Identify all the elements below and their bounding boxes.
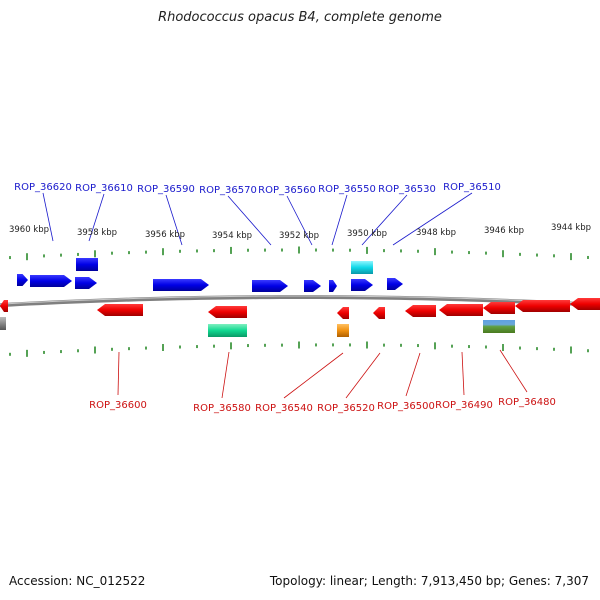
scale-label: 3950 kbp — [347, 229, 387, 239]
forward-gene — [75, 277, 97, 289]
reverse-leader-line — [499, 349, 528, 393]
forward-gene-label: ROP_36550 — [318, 184, 376, 195]
reverse-leader-line — [405, 352, 421, 397]
scale-label: 3946 kbp — [484, 226, 524, 236]
forward-gene — [252, 280, 288, 292]
scale-label: 3944 kbp — [551, 223, 591, 233]
reverse-gene — [405, 305, 436, 317]
scale-ticks-bottom — [9, 341, 589, 357]
reverse-leader-line — [345, 352, 381, 399]
striped-feature — [483, 320, 515, 333]
forward-gene-label: ROP_36570 — [199, 185, 257, 196]
forward-leader-line — [165, 194, 183, 246]
reverse-leader-line — [283, 352, 344, 399]
forward-gene-label: ROP_36620 — [14, 182, 72, 193]
forward-gene — [304, 280, 321, 292]
forward-gene-label: ROP_36610 — [75, 183, 133, 194]
backbone-line — [0, 294, 600, 308]
forward-leader-line — [361, 194, 408, 246]
forward-leader-line — [88, 193, 105, 242]
forward-gene — [153, 279, 209, 291]
cyan-feature — [351, 261, 373, 274]
forward-gene — [17, 274, 28, 286]
orange-feature — [337, 324, 349, 337]
reverse-leader-line — [117, 351, 120, 396]
genome-title: Rhodococcus opacus B4, complete genome — [158, 10, 442, 25]
accession-text: Accession: NC_012522 — [9, 574, 146, 588]
forward-gene — [76, 258, 98, 271]
forward-gene — [329, 280, 337, 292]
reverse-gene-label: ROP_36580 — [193, 403, 251, 414]
reverse-gene — [97, 304, 143, 316]
gene-labels: ROP_36620 ROP_36610 ROP_36590 ROP_36570 ROP_… — [14, 182, 556, 414]
forward-gene-label: ROP_36530 — [378, 184, 436, 195]
scale-label: 3952 kbp — [279, 231, 319, 241]
backbone-highlight — [0, 295, 600, 305]
reverse-gene-label: ROP_36500 — [377, 401, 435, 412]
forward-gene-label: ROP_36590 — [137, 184, 195, 195]
chromosome-backbone — [0, 294, 600, 308]
forward-gene — [30, 275, 72, 287]
scale-label: 3954 kbp — [212, 231, 252, 241]
forward-gene — [387, 278, 403, 290]
reverse-gene-label: ROP_36480 — [498, 397, 556, 408]
gene-features — [0, 258, 600, 337]
reverse-gene-label: ROP_36540 — [255, 403, 313, 414]
forward-leader-line — [331, 194, 348, 246]
forward-leader-line — [227, 195, 272, 246]
scale-label: 3958 kbp — [77, 228, 117, 238]
forward-leader-line — [392, 192, 473, 246]
grey-feature — [0, 317, 6, 330]
scale-ticks-top — [9, 246, 589, 261]
reverse-gene — [373, 307, 385, 319]
reverse-gene-label: ROP_36520 — [317, 403, 375, 414]
reverse-gene — [337, 307, 349, 319]
topology-text: Topology: linear; Length: 7,913,450 bp; … — [269, 574, 589, 588]
forward-gene — [351, 279, 373, 291]
forward-leader-line — [42, 192, 54, 242]
forward-leader-line — [286, 195, 313, 246]
scale-labels: 3960 kbp 3958 kbp 3956 kbp 3954 kbp 3952 kbp… — [9, 223, 591, 241]
scale-label: 3948 kbp — [416, 228, 456, 238]
label-leader-lines — [42, 192, 528, 399]
reverse-gene — [570, 298, 600, 310]
scale-label: 3960 kbp — [9, 225, 49, 235]
reverse-leader-line — [221, 351, 230, 399]
forward-gene-label: ROP_36560 — [258, 185, 316, 196]
reverse-leader-line — [461, 351, 465, 396]
reverse-gene — [483, 302, 515, 314]
reverse-gene-label: ROP_36490 — [435, 400, 493, 411]
reverse-gene — [439, 304, 483, 316]
reverse-gene — [208, 306, 247, 318]
scale-label: 3956 kbp — [145, 230, 185, 240]
reverse-gene — [0, 300, 8, 312]
reverse-gene — [515, 300, 570, 312]
teal-feature — [208, 324, 247, 337]
reverse-gene-label: ROP_36600 — [89, 400, 147, 411]
forward-gene-label: ROP_36510 — [443, 182, 501, 193]
